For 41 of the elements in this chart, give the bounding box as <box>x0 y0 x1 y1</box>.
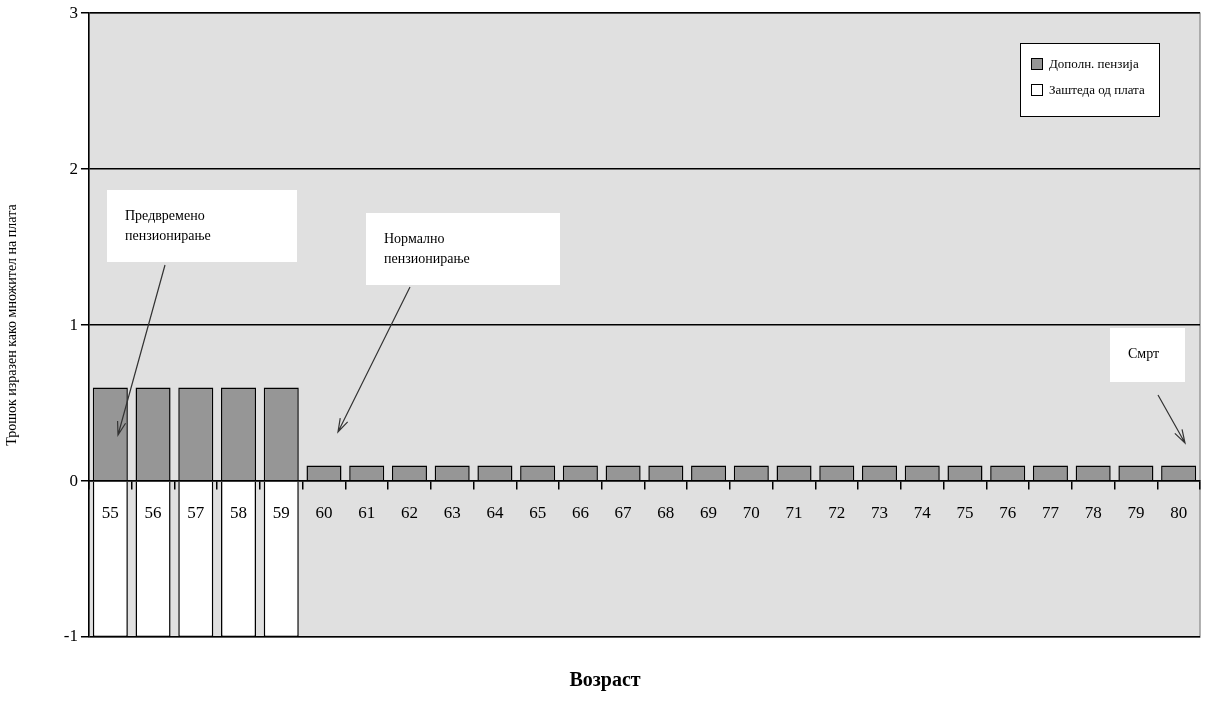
x-tick-label: 71 <box>785 502 803 522</box>
x-tick-label: 61 <box>358 502 376 522</box>
annotation: Смрт <box>1128 345 1160 363</box>
x-tick-label: 72 <box>828 502 846 522</box>
x-tick-label: 75 <box>956 502 974 522</box>
legend-label: Заштеда од плата <box>1049 82 1145 99</box>
x-tick-label: 69 <box>700 502 718 522</box>
note-box: Смрт <box>1110 328 1185 382</box>
annotation: Нормално пензионирање <box>384 230 471 268</box>
x-axis-title: Возраст <box>568 668 642 691</box>
y-tick-label: 2 <box>69 158 78 178</box>
x-tick-label: 64 <box>486 502 504 522</box>
x-tick-label: 65 <box>529 502 547 522</box>
y-tick-label: 1 <box>69 314 78 334</box>
x-tick-label: 55 <box>101 502 119 522</box>
x-tick-label: 78 <box>1084 502 1102 522</box>
x-tick-label: 57 <box>187 502 205 522</box>
x-tick-label: 67 <box>614 502 633 522</box>
note-box: Нормално пензионирање <box>366 213 560 285</box>
y-axis-title: Трошок изразен како множител на плата <box>4 203 20 446</box>
x-tick-label: 59 <box>272 502 290 522</box>
x-tick-label: 58 <box>230 502 248 522</box>
annotation: Предвремено пензионирање <box>125 207 212 245</box>
x-tick-label: 80 <box>1170 502 1188 522</box>
y-tick-label: 0 <box>69 470 78 490</box>
legend-label: Дополн. пензија <box>1049 56 1139 73</box>
x-tick-label: 66 <box>571 502 589 522</box>
x-tick-label: 68 <box>657 502 675 522</box>
note-box: Предвремено пензионирање <box>107 190 297 262</box>
x-tick-label: 77 <box>1041 502 1060 522</box>
x-tick-label: 56 <box>144 502 162 522</box>
x-tick-label: 70 <box>742 502 760 522</box>
x-tick-label: 79 <box>1127 502 1145 522</box>
x-tick-label: 74 <box>913 502 932 522</box>
y-tick-label: -1 <box>63 626 78 646</box>
x-tick-label: 76 <box>999 502 1017 522</box>
x-tick-label: 63 <box>443 502 461 522</box>
x-tick-label: 60 <box>315 502 333 522</box>
x-tick-label: 62 <box>400 502 418 522</box>
x-tick-label: 73 <box>871 502 889 522</box>
y-tick-label: 3 <box>69 2 78 22</box>
